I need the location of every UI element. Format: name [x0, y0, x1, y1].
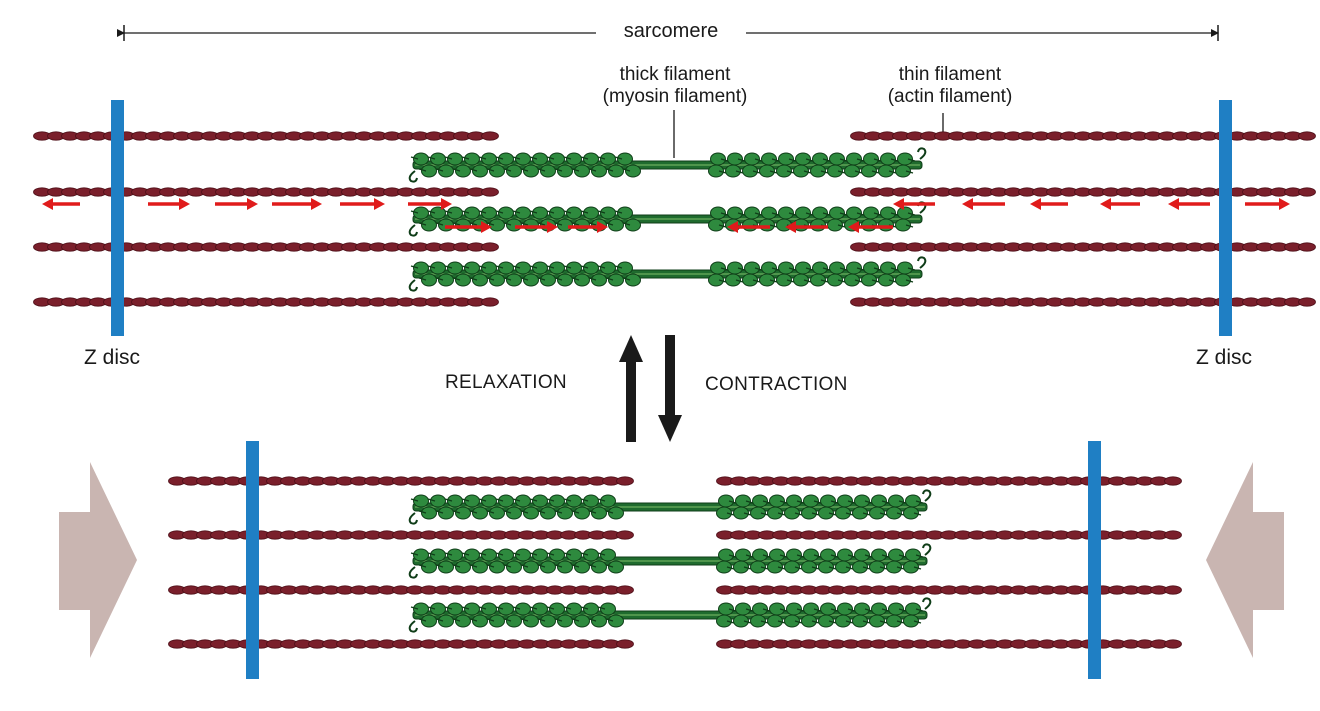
actin-filament-right-contracted: [716, 476, 1182, 486]
sarcomere-dimension-line: [117, 25, 1219, 41]
actin-filament-left-contracted: [168, 530, 634, 540]
myosin-filament-contracted: [408, 597, 932, 633]
force-arrow-left-outer: [42, 198, 80, 210]
arrow-down-icon: [658, 335, 682, 442]
thin-filament-name: thin filament: [898, 64, 1002, 85]
relaxed-myosin-filaments: [408, 147, 927, 292]
z-disc-right-contracted: [1088, 441, 1101, 679]
actin-filament-right-contracted: [716, 639, 1182, 649]
z-disc-left-relaxed: [111, 100, 124, 336]
arrow-left-icon: [1206, 462, 1284, 658]
force-arrow-left: [1030, 198, 1068, 210]
sliding-force-arrows: [42, 198, 1290, 233]
z-disc-left-contracted: [246, 441, 259, 679]
force-arrow-left: [1100, 198, 1140, 210]
thin-filament-alias: (actin filament): [887, 86, 1013, 107]
actin-filament-right-relaxed: [850, 131, 1316, 141]
actin-filament-left-relaxed: [33, 297, 499, 307]
myosin-filament-relaxed: [408, 256, 927, 292]
force-arrow-left: [893, 198, 935, 210]
actin-filament-right-relaxed: [850, 187, 1316, 197]
force-arrow-right: [272, 198, 322, 210]
myosin-force-arrow-left: [785, 221, 828, 233]
sarcomere-label: sarcomere: [596, 20, 746, 42]
myosin-filament-contracted: [408, 489, 932, 525]
myosin-filament-contracted: [408, 543, 932, 579]
thick-filament-alias: (myosin filament): [602, 86, 748, 107]
myosin-filament-relaxed: [408, 147, 927, 183]
actin-filament-left-contracted: [168, 639, 634, 649]
actin-filament-left-relaxed: [33, 187, 499, 197]
myosin-force-arrow-right: [515, 221, 558, 233]
actin-filament-left-relaxed: [33, 131, 499, 141]
force-arrow-left: [962, 198, 1005, 210]
arrow-right-icon: [59, 462, 137, 658]
actin-filament-left-relaxed: [33, 242, 499, 252]
contracted-actin-filaments: [168, 476, 1182, 649]
force-arrow-left: [1168, 198, 1210, 210]
force-arrow-right: [340, 198, 385, 210]
force-arrow-right: [408, 198, 452, 210]
force-arrow-right: [215, 198, 258, 210]
actin-filament-right-contracted: [716, 585, 1182, 595]
arrow-up-icon: [619, 335, 643, 442]
myosin-force-arrow-left: [848, 221, 893, 233]
actin-filament-left-contracted: [168, 585, 634, 595]
contracted-myosin-filaments: [408, 489, 932, 633]
thick-filament-label: thick filament (myosin filament): [560, 64, 790, 108]
thick-filament-name: thick filament: [619, 64, 731, 85]
actin-filament-left-contracted: [168, 476, 634, 486]
actin-filament-right-contracted: [716, 530, 1182, 540]
myosin-filament-relaxed: [408, 201, 927, 237]
myosin-force-arrow-right: [445, 221, 492, 233]
z-disc-right-label: Z disc: [1196, 346, 1253, 369]
contraction-label: CONTRACTION: [705, 374, 848, 395]
force-arrow-right: [148, 198, 190, 210]
myosin-force-arrow-right: [568, 221, 608, 233]
z-disc-left-label: Z disc: [84, 346, 141, 369]
force-arrow-right-outer: [1245, 198, 1290, 210]
actin-filament-right-relaxed: [850, 297, 1316, 307]
actin-filament-right-relaxed: [850, 242, 1316, 252]
z-disc-right-relaxed: [1219, 100, 1232, 336]
myosin-force-arrow-left: [727, 221, 770, 233]
thin-filament-label: thin filament (actin filament): [850, 64, 1050, 108]
relaxation-label: RELAXATION: [445, 372, 567, 393]
